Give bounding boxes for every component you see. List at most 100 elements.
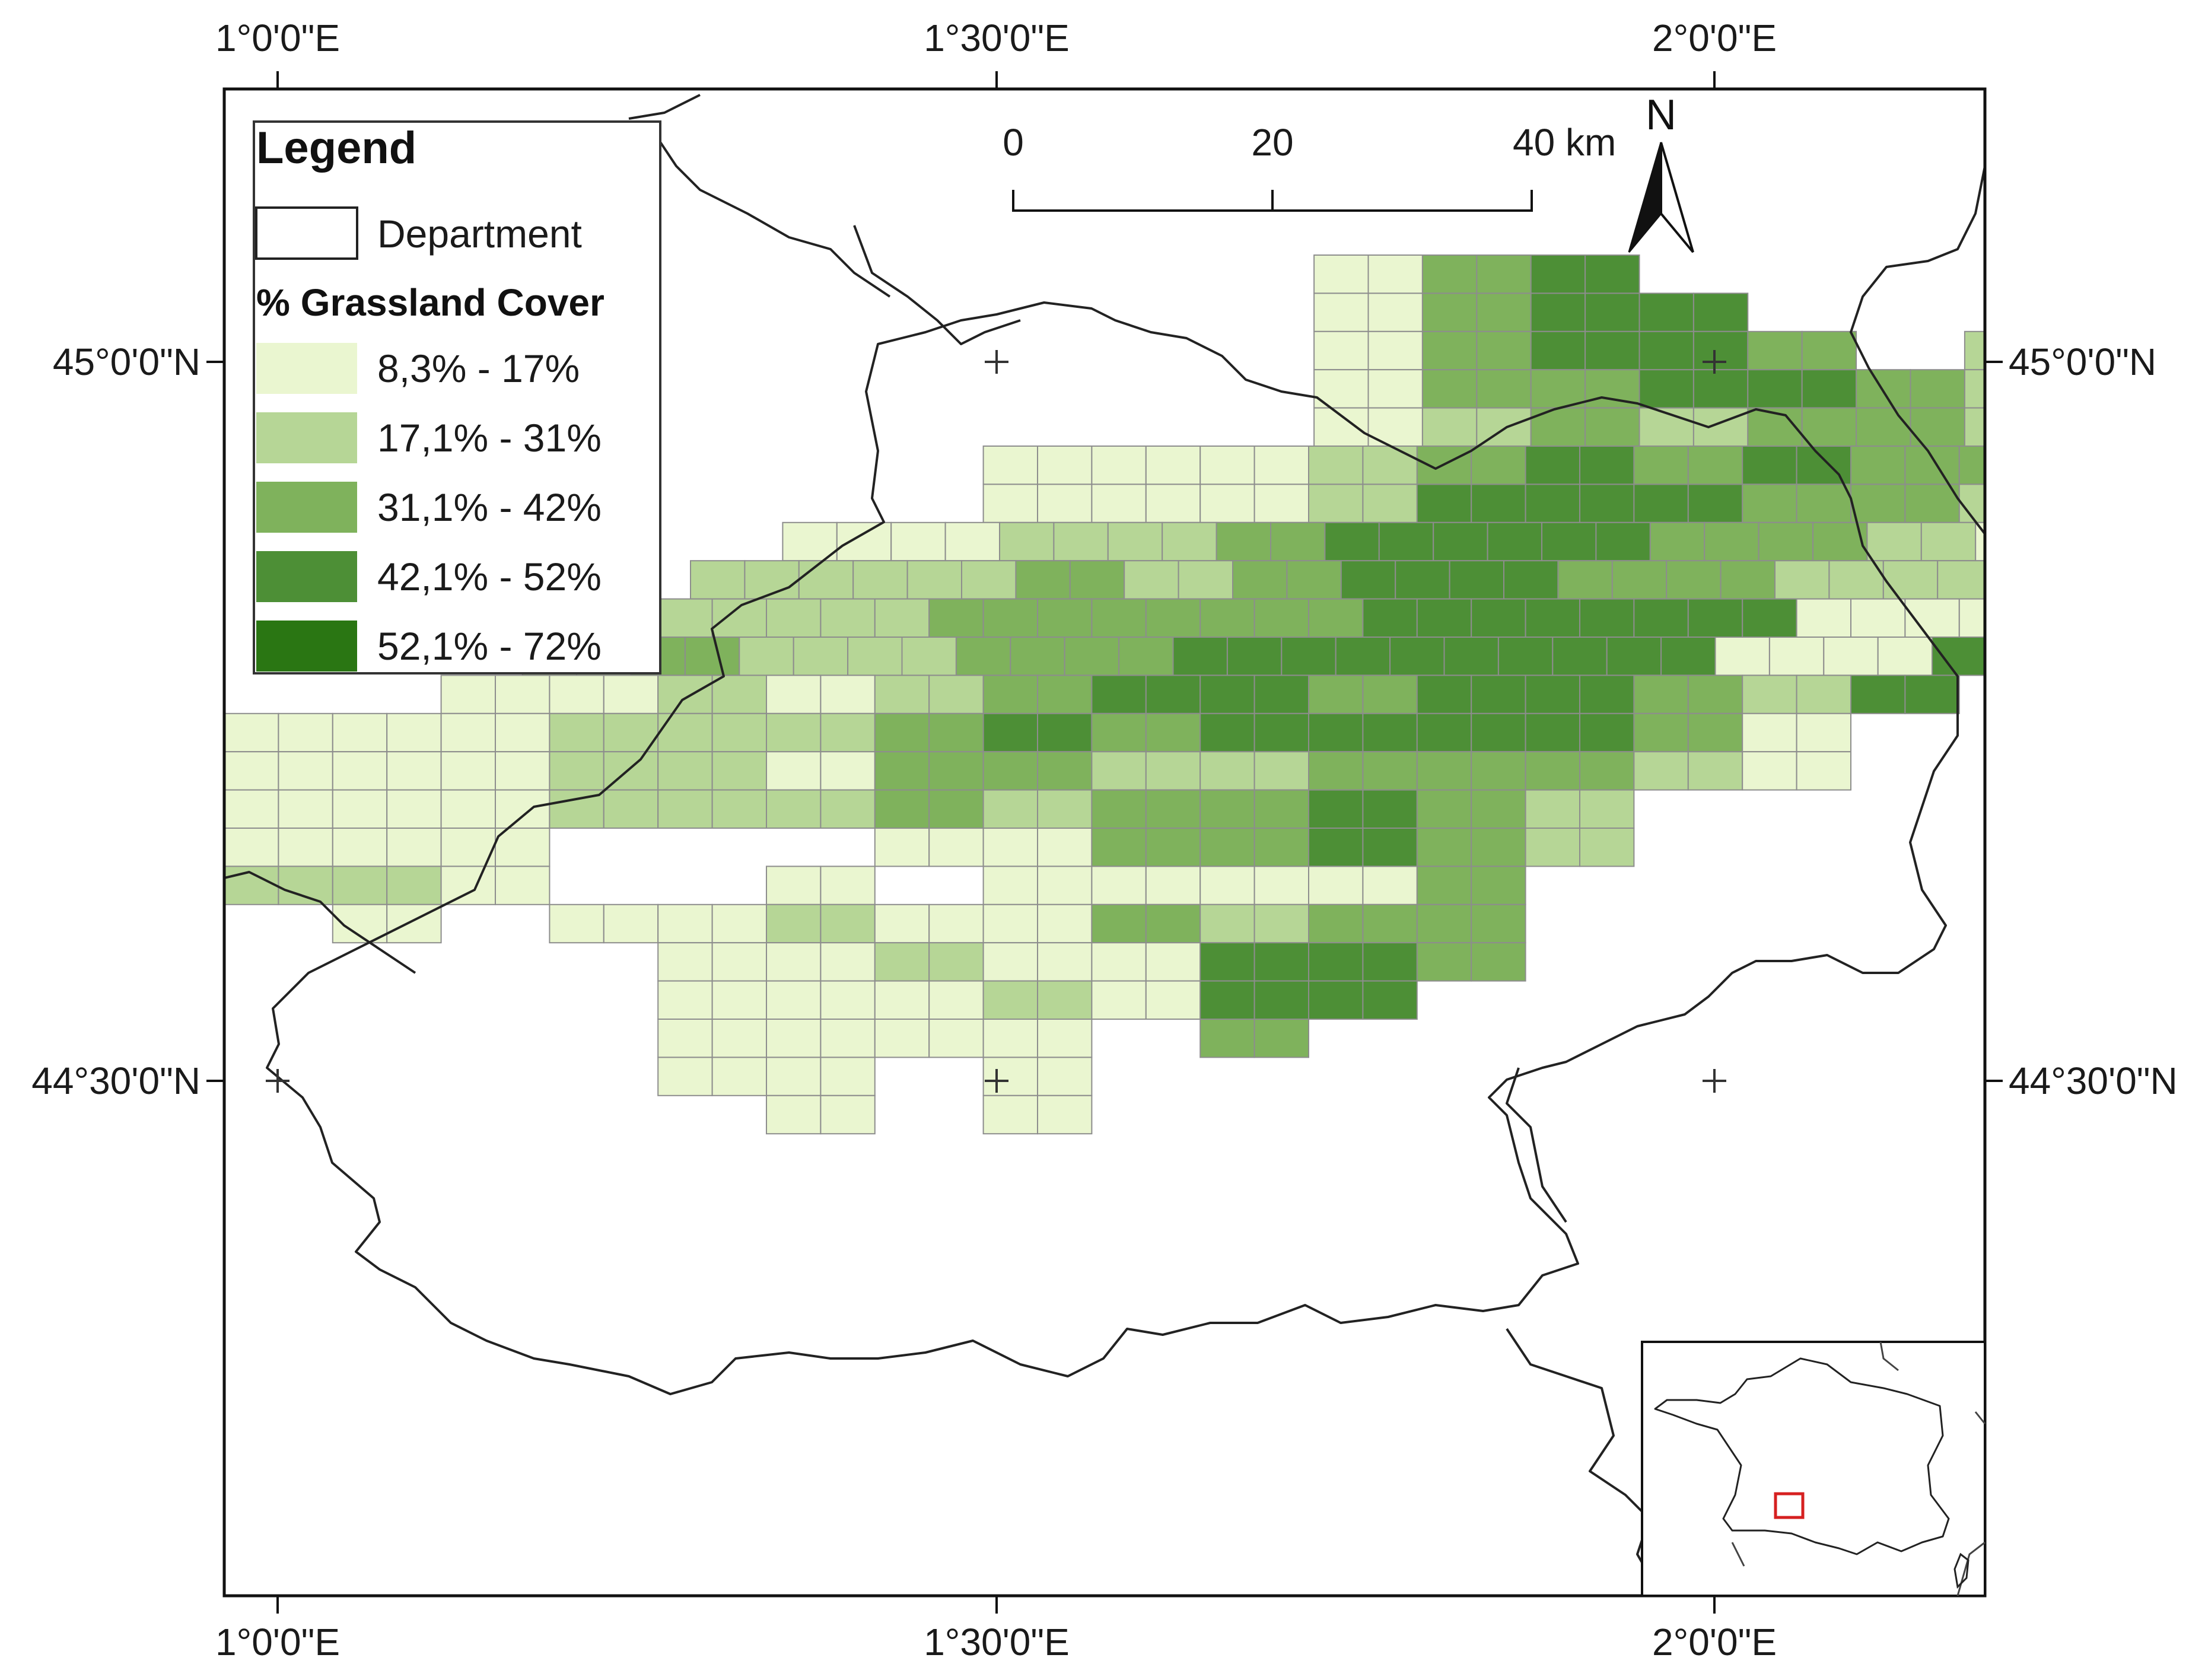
- grid-cell: [1421, 330, 1478, 371]
- grid-cell: [1091, 866, 1147, 905]
- grid-cell: [1768, 637, 1825, 676]
- grid-cell: [1270, 521, 1326, 562]
- grid-cell: [495, 789, 551, 829]
- grid-cell: [1882, 560, 1939, 600]
- grid-cell: [1579, 828, 1635, 867]
- grid-cell: [440, 674, 496, 714]
- grid-cell: [1633, 712, 1689, 753]
- grid-cell: [1471, 674, 1526, 714]
- grid-cell: [1796, 674, 1852, 714]
- grid-cell: [1416, 828, 1472, 867]
- grid-cell: [1091, 789, 1147, 829]
- grid-cell: [1920, 521, 1977, 562]
- grid-cell: [657, 980, 713, 1020]
- lat-label-right-2: 44°30'0"N: [2009, 1059, 2178, 1102]
- grid-cell: [1199, 751, 1255, 791]
- grid-cell: [1037, 598, 1093, 638]
- grid-cell: [2073, 408, 2127, 446]
- grid-cell: [1525, 789, 1581, 829]
- legend: Legend Department % Grassland Cover 8,3%…: [253, 120, 661, 674]
- grid-cell: [1801, 330, 1857, 371]
- grid-cell: [847, 637, 903, 676]
- grid-cell: [386, 712, 442, 753]
- department-boundary-southwest: [1506, 1067, 1567, 1223]
- scale-bar-line: [1012, 190, 1533, 212]
- lat-label-right-1: 45°0'0"N: [2009, 341, 2156, 383]
- grid-cell: [1584, 330, 1640, 371]
- grid-cell: [1530, 407, 1586, 447]
- grid-cell: [1487, 521, 1543, 562]
- grid-cell: [1720, 560, 1776, 600]
- grid-cell: [1416, 712, 1472, 753]
- grid-cell: [961, 560, 1017, 600]
- grid-cell: [1742, 751, 1797, 791]
- grid-cell: [224, 789, 279, 829]
- grid-cell: [1796, 446, 1852, 485]
- grid-cell: [1633, 446, 1689, 485]
- grid-cell: [874, 903, 930, 944]
- grid-cell: [1286, 560, 1342, 600]
- grid-cell: [440, 712, 496, 753]
- grid-cell: [766, 751, 822, 791]
- grid-cell: [1910, 369, 1965, 409]
- inset-corsica: [1953, 1552, 1969, 1589]
- grid-cell: [1308, 903, 1364, 944]
- grid-cell: [982, 1094, 1038, 1135]
- grid-cell: [1850, 598, 1906, 638]
- grid-cell: [874, 751, 930, 791]
- grid-cell: [1557, 560, 1613, 600]
- grid-cell: [1145, 712, 1201, 753]
- grid-cell: [657, 789, 713, 829]
- grid-cell: [1091, 446, 1147, 485]
- grid-cell: [874, 789, 930, 829]
- grid-cell: [820, 1094, 876, 1135]
- grid-cell: [836, 521, 892, 562]
- grid-cell: [1216, 521, 1272, 562]
- grid-cell: [766, 1057, 822, 1096]
- grid-cell: [1335, 637, 1391, 676]
- grid-cell: [1378, 521, 1434, 562]
- grid-cell: [711, 942, 767, 982]
- grid-cell: [1638, 330, 1694, 371]
- grid-cell: [1530, 254, 1586, 294]
- grid-cell: [1687, 712, 1743, 753]
- grid-cell: [224, 751, 279, 791]
- grid-cell: [1037, 483, 1093, 523]
- legend-title: Legend: [256, 123, 416, 173]
- grid-cell: [1053, 521, 1109, 562]
- grid-cell: [657, 674, 713, 714]
- grid-cell: [982, 980, 1038, 1020]
- grid-cell: [1471, 903, 1526, 944]
- grid-cell: [1742, 483, 1797, 523]
- grid-cell: [549, 712, 604, 753]
- grid-cell: [1964, 330, 1985, 371]
- grid-cell: [1253, 980, 1310, 1020]
- grid-cell: [1091, 903, 1147, 944]
- grid-cell: [1037, 674, 1093, 714]
- grid-cell: [1313, 330, 1369, 371]
- grid-cell: [1145, 866, 1201, 905]
- grid-cell: [874, 598, 930, 638]
- grid-cell: [549, 751, 604, 791]
- grid-cell: [1118, 637, 1174, 676]
- lon-label-bottom-3: 2°0'0"E: [1652, 1621, 1777, 1663]
- grid-cell: [1687, 674, 1743, 714]
- grid-cell: [1037, 1057, 1093, 1096]
- scale-bar: 0 20 40 km: [1003, 121, 1616, 212]
- grid-cell: [928, 712, 984, 753]
- grid-cell: [1232, 560, 1288, 600]
- grid-cell: [1015, 560, 1071, 600]
- grid-cell: [982, 828, 1038, 867]
- grid-cell: [1742, 598, 1797, 638]
- grid-cell: [901, 637, 957, 676]
- grid-cell: [820, 1057, 876, 1096]
- grid-cell: [2182, 408, 2205, 446]
- grid-cell: [711, 903, 767, 944]
- grid-cell: [1199, 598, 1255, 638]
- grid-cell: [1471, 712, 1526, 753]
- grid-cell: [1796, 483, 1852, 523]
- grid-cell: [1476, 292, 1532, 332]
- grid-cell: [2176, 484, 2205, 522]
- grid-cell: [1037, 866, 1093, 905]
- grid-cell: [1362, 789, 1418, 829]
